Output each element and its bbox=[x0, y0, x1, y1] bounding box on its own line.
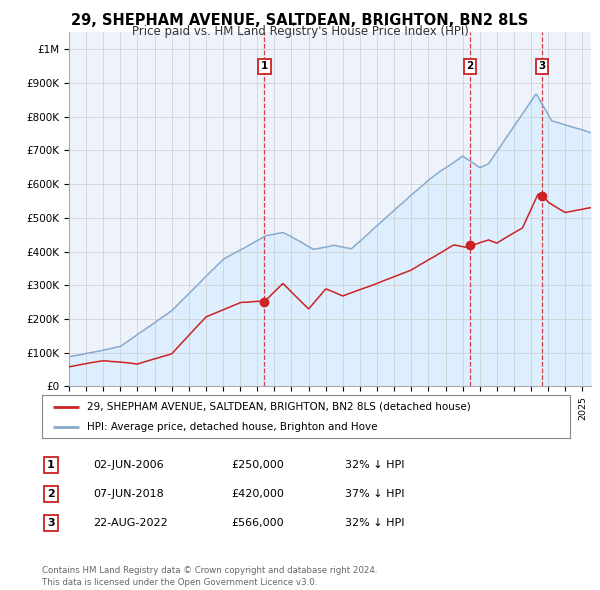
Text: 29, SHEPHAM AVENUE, SALTDEAN, BRIGHTON, BN2 8LS: 29, SHEPHAM AVENUE, SALTDEAN, BRIGHTON, … bbox=[71, 13, 529, 28]
Text: 3: 3 bbox=[538, 61, 545, 71]
Text: 2: 2 bbox=[467, 61, 474, 71]
Text: 3: 3 bbox=[47, 518, 55, 527]
Text: HPI: Average price, detached house, Brighton and Hove: HPI: Average price, detached house, Brig… bbox=[87, 422, 377, 432]
Text: Price paid vs. HM Land Registry's House Price Index (HPI): Price paid vs. HM Land Registry's House … bbox=[131, 25, 469, 38]
Text: £420,000: £420,000 bbox=[231, 489, 284, 499]
Text: 1: 1 bbox=[261, 61, 268, 71]
Text: £250,000: £250,000 bbox=[231, 460, 284, 470]
Text: 32% ↓ HPI: 32% ↓ HPI bbox=[345, 518, 404, 527]
Text: 1: 1 bbox=[47, 460, 55, 470]
Text: 07-JUN-2018: 07-JUN-2018 bbox=[93, 489, 164, 499]
Text: 37% ↓ HPI: 37% ↓ HPI bbox=[345, 489, 404, 499]
Text: Contains HM Land Registry data © Crown copyright and database right 2024.
This d: Contains HM Land Registry data © Crown c… bbox=[42, 566, 377, 587]
Text: 29, SHEPHAM AVENUE, SALTDEAN, BRIGHTON, BN2 8LS (detached house): 29, SHEPHAM AVENUE, SALTDEAN, BRIGHTON, … bbox=[87, 402, 470, 412]
Text: £566,000: £566,000 bbox=[231, 518, 284, 527]
Text: 32% ↓ HPI: 32% ↓ HPI bbox=[345, 460, 404, 470]
Text: 22-AUG-2022: 22-AUG-2022 bbox=[93, 518, 168, 527]
Text: 2: 2 bbox=[47, 489, 55, 499]
Text: 02-JUN-2006: 02-JUN-2006 bbox=[93, 460, 164, 470]
